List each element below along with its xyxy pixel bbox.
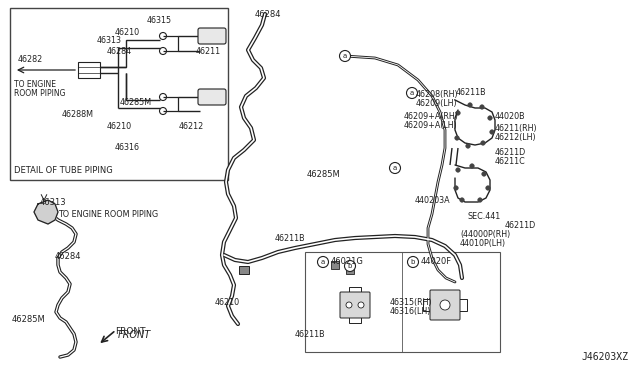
Text: b: b — [411, 259, 415, 265]
Text: 46208(RH): 46208(RH) — [416, 90, 459, 99]
Text: FRONT: FRONT — [115, 327, 145, 336]
Text: a: a — [393, 165, 397, 171]
Circle shape — [358, 302, 364, 308]
Text: 46212(LH): 46212(LH) — [495, 133, 536, 142]
Text: 46211D: 46211D — [505, 221, 536, 230]
Text: 44020B: 44020B — [495, 112, 525, 121]
Circle shape — [455, 136, 459, 140]
FancyBboxPatch shape — [430, 290, 460, 320]
Text: 46211B: 46211B — [295, 330, 326, 339]
Text: 440203A: 440203A — [415, 196, 451, 205]
Text: ROOM PIPING: ROOM PIPING — [14, 89, 65, 98]
Text: a: a — [343, 53, 347, 59]
FancyBboxPatch shape — [340, 292, 370, 318]
Circle shape — [470, 164, 474, 168]
Text: TO ENGINE: TO ENGINE — [14, 80, 56, 89]
Text: DETAIL OF TUBE PIPING: DETAIL OF TUBE PIPING — [14, 166, 113, 175]
Text: 46313: 46313 — [40, 198, 67, 207]
FancyBboxPatch shape — [198, 89, 226, 105]
Circle shape — [486, 186, 490, 190]
Text: TO ENGINE ROOM PIPING: TO ENGINE ROOM PIPING — [58, 210, 158, 219]
Text: 46210: 46210 — [115, 28, 140, 37]
Text: FRONT: FRONT — [118, 330, 151, 340]
Circle shape — [456, 168, 460, 172]
Text: 44010P(LH): 44010P(LH) — [460, 239, 506, 248]
Text: 46211D: 46211D — [495, 148, 526, 157]
Text: b: b — [348, 263, 352, 269]
Circle shape — [408, 257, 419, 267]
Text: 46284: 46284 — [55, 252, 81, 261]
Circle shape — [440, 300, 450, 310]
Circle shape — [406, 87, 417, 99]
Text: 46211B: 46211B — [456, 88, 486, 97]
Text: 46285M: 46285M — [307, 170, 340, 179]
Bar — [10, 8, 228, 180]
Text: (44000P(RH): (44000P(RH) — [460, 230, 510, 239]
Bar — [78, 62, 100, 78]
Bar — [346, 266, 354, 274]
Circle shape — [339, 51, 351, 61]
Text: 46211B: 46211B — [275, 234, 306, 243]
Circle shape — [346, 302, 352, 308]
Text: 46209+A(LH): 46209+A(LH) — [404, 121, 458, 130]
Circle shape — [466, 144, 470, 148]
Bar — [239, 266, 249, 274]
Text: 46315: 46315 — [147, 16, 172, 25]
FancyBboxPatch shape — [198, 28, 226, 44]
Circle shape — [468, 103, 472, 107]
Text: 46209+A(RH): 46209+A(RH) — [404, 112, 459, 121]
Circle shape — [482, 172, 486, 176]
Text: 46315(RH): 46315(RH) — [390, 298, 433, 307]
Text: 46211: 46211 — [196, 47, 221, 56]
Text: 46021G: 46021G — [331, 257, 364, 266]
Text: 46284: 46284 — [255, 10, 281, 19]
Polygon shape — [34, 200, 58, 224]
Circle shape — [456, 111, 460, 115]
Text: J46203XZ: J46203XZ — [581, 352, 628, 362]
Text: 46285M: 46285M — [12, 315, 45, 324]
Text: 44020F: 44020F — [421, 257, 452, 266]
Circle shape — [481, 141, 485, 145]
Circle shape — [480, 105, 484, 109]
Text: 46210: 46210 — [215, 298, 240, 307]
Text: 46285M: 46285M — [120, 98, 152, 107]
Circle shape — [478, 198, 482, 202]
Text: 46210: 46210 — [107, 122, 132, 131]
Circle shape — [390, 163, 401, 173]
Text: 46316: 46316 — [115, 143, 140, 152]
Circle shape — [317, 257, 328, 267]
Text: 46284: 46284 — [107, 47, 132, 56]
Circle shape — [454, 186, 458, 190]
Text: 46282: 46282 — [18, 55, 44, 64]
Bar — [331, 261, 339, 269]
Circle shape — [460, 198, 464, 202]
Text: 46209(LH): 46209(LH) — [416, 99, 458, 108]
Text: 46211C: 46211C — [495, 157, 525, 166]
Circle shape — [344, 260, 355, 272]
Text: SEC.441: SEC.441 — [468, 212, 501, 221]
Bar — [305, 252, 500, 352]
Text: 46313: 46313 — [97, 36, 122, 45]
Text: 46212: 46212 — [179, 122, 204, 131]
Text: a: a — [321, 259, 325, 265]
Circle shape — [488, 116, 492, 120]
Text: 46288M: 46288M — [62, 110, 94, 119]
Text: a: a — [410, 90, 414, 96]
Text: 46316(LH): 46316(LH) — [390, 307, 431, 316]
Text: 46211(RH): 46211(RH) — [495, 124, 538, 133]
Circle shape — [490, 130, 494, 134]
